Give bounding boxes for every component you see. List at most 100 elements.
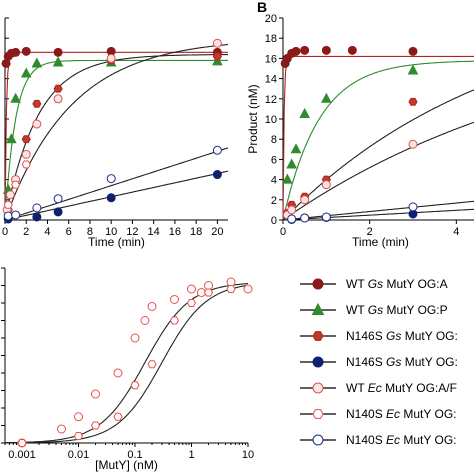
panel-c-data-point	[243, 284, 253, 294]
panel-c-data-point	[113, 412, 123, 421]
panel-a-data-point	[53, 194, 63, 204]
panel-a-x-tick-label: 16	[169, 226, 181, 238]
panel-a-data-point	[3, 211, 13, 221]
panel-b-y-label: Product (nM)	[246, 84, 260, 153]
panel-b-y-tick-label: 8	[271, 134, 277, 146]
panel-a-data-point	[32, 203, 42, 213]
legend-label: WT Gs MutY OG:P	[346, 303, 448, 317]
panel-c-x-label: [MutY] (nM)	[95, 458, 158, 472]
panel-a-data-point	[106, 174, 116, 184]
legend-marker	[312, 278, 324, 290]
panel-a-data-point	[53, 47, 63, 57]
panel-a-fit-curve	[4, 54, 228, 221]
panel-b-data-point	[407, 64, 419, 75]
panel-c-data-point	[226, 277, 236, 287]
legend-label: N140S Ec MutY OG:	[346, 407, 457, 421]
panel-b-data-point	[321, 212, 331, 222]
panel-c-data-point	[91, 389, 101, 399]
panel-a-x-tick-label: 14	[148, 226, 160, 238]
panel-a-data-point	[212, 145, 222, 155]
panel-b-y-tick-label: 10	[265, 114, 277, 126]
panel-c-data-point	[17, 439, 27, 447]
panel-b-y-tick-label: 0	[271, 215, 277, 227]
panel-a-data-point	[32, 119, 42, 129]
legend-marker	[312, 331, 324, 341]
panel-a-data-point	[106, 193, 116, 203]
panel-c-data-point	[147, 302, 157, 311]
panel-c-data-point	[113, 368, 123, 378]
panel-b-data-point	[408, 97, 418, 106]
panel-b-data-point	[321, 92, 332, 103]
legend-label: WT Ec MutY OG:A/F	[346, 381, 457, 395]
panel-b-data-point	[300, 213, 310, 223]
legend-label: N146S Gs MutY OG:	[346, 355, 458, 369]
legend-marker	[312, 356, 324, 368]
panel-c-data-point	[203, 288, 214, 297]
panel-c-data-point	[90, 421, 101, 430]
panel-a-x-tick-label: 0	[2, 226, 8, 238]
panel-a-data-point	[52, 56, 64, 67]
legend-marker	[312, 382, 324, 394]
panel-b-data-point	[321, 45, 331, 55]
panel-a-data-point	[11, 180, 21, 189]
panel-b-data-point	[347, 45, 357, 55]
panel-a-x-tick-label: 12	[126, 226, 138, 238]
panel-b-y-tick-label: 16	[265, 53, 277, 65]
panel-a-x-tick-label: 10	[105, 226, 117, 238]
panel-b-fit-curve	[282, 55, 474, 221]
panel-c-data-point	[130, 381, 140, 390]
panel-a-data-point	[21, 149, 31, 159]
panel-c-x-tick-label: 0.01	[68, 449, 89, 461]
panel-a-data-point	[212, 55, 223, 66]
panel-b-data-point	[300, 195, 310, 205]
panel-b-data-point	[286, 158, 297, 169]
panel-a-data-point	[31, 57, 43, 68]
legend-label: N140S Ec MutY OG:	[346, 433, 457, 447]
panel-a-data-point	[11, 210, 21, 220]
panel-c-data-point	[169, 295, 179, 304]
panel-c-data-point	[187, 284, 197, 294]
panel-b-y-tick-label: 14	[265, 74, 277, 86]
panel-a-data-point	[6, 133, 17, 144]
legend-label: N146S Gs MutY OG:	[346, 329, 458, 343]
panel-b-fit-curve	[282, 208, 474, 221]
legend-marker	[311, 302, 325, 315]
panel-a-data-point	[3, 200, 13, 209]
panel-c-x-tick-label: 1	[188, 449, 194, 461]
panel-b-data-point	[287, 214, 297, 224]
panel-c-data-point	[186, 299, 197, 307]
panel-b-x-tick-label: 4	[453, 226, 459, 238]
panel-b-y-tick-label: 6	[271, 154, 277, 166]
panel-c-fit-curve	[4, 284, 249, 444]
panel-a-x-tick-label: 2	[23, 226, 29, 238]
panel-a-data-point	[53, 94, 63, 104]
panel-c-fit-curve	[5, 283, 249, 444]
panel-c-data-point	[204, 281, 214, 290]
legend-label: WT Gs MutY OG:A	[346, 277, 448, 291]
panel-c-data-point	[130, 333, 140, 343]
panel-c-data-point	[140, 316, 150, 325]
panel-b-data-point	[299, 107, 310, 118]
panel-a-data-point	[10, 92, 21, 103]
panel-a-data-point	[21, 135, 31, 144]
panel-c-data-point	[147, 360, 157, 369]
panel-a-fit-curve	[4, 43, 229, 221]
panel-a-data-point	[53, 84, 63, 93]
panel-c-data-point	[73, 432, 84, 440]
panel-c-data-point	[74, 412, 84, 422]
panel-a-data-point	[32, 99, 42, 108]
panel-b-data-point	[287, 205, 297, 215]
panel-a-data-point	[11, 47, 21, 57]
panel-b-data-point	[408, 46, 418, 56]
panel-c-x-tick-label: 0.001	[8, 449, 36, 461]
panel-a-data-point	[5, 190, 15, 200]
panel-b-data-point	[291, 46, 301, 56]
panel-b-data-point	[290, 143, 302, 154]
panel-b-data-point	[321, 180, 331, 190]
panel-b-fit-curve	[282, 60, 474, 221]
panel-a-data-point	[212, 38, 222, 48]
panel-a-data-point	[212, 52, 222, 61]
panel-a-data-point	[21, 46, 31, 56]
panel-a-x-tick-label: 6	[66, 226, 72, 238]
panel-b-x-tick-label: 2	[367, 226, 373, 238]
